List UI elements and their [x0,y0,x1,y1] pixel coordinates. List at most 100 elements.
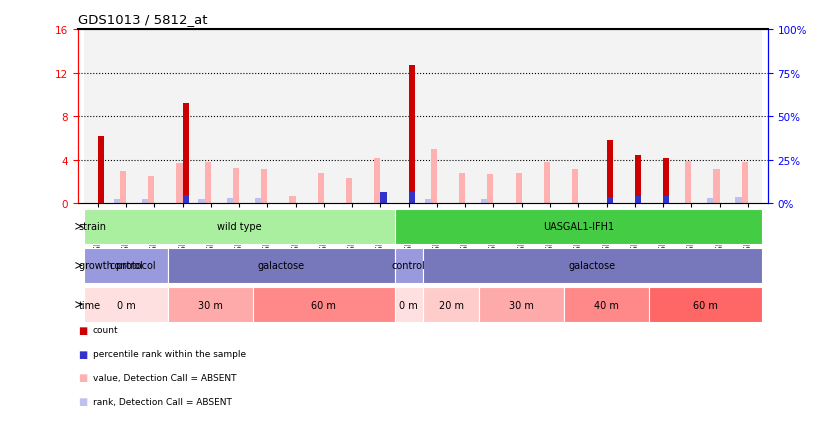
Text: ■: ■ [78,325,87,335]
Text: 0 m: 0 m [117,300,135,310]
Bar [479,287,564,322]
Bar [255,199,261,204]
Bar [197,30,225,204]
Text: percentile rank within the sample: percentile rank within the sample [93,349,246,358]
Bar [707,198,713,204]
Bar [395,209,762,244]
Text: galactose: galactose [258,261,305,271]
Bar [318,174,324,204]
Bar [685,161,691,204]
Bar [409,66,415,204]
Bar [713,169,719,204]
Text: time: time [79,300,101,310]
Bar [705,30,734,204]
Bar [366,30,395,204]
Bar [120,171,126,204]
Bar [140,30,168,204]
Text: ■: ■ [78,373,87,382]
Bar [479,30,507,204]
Bar [168,30,197,204]
Bar [564,287,649,322]
Bar [199,200,204,204]
Text: count: count [93,326,118,334]
Bar [409,193,415,204]
Bar [253,30,282,204]
Bar [607,141,612,204]
Text: value, Detection Call = ABSENT: value, Detection Call = ABSENT [93,373,236,382]
Bar [290,196,296,204]
Bar [423,30,451,204]
Bar [253,287,395,322]
Text: control: control [109,261,143,271]
Bar [481,200,487,204]
Text: control: control [392,261,425,271]
Text: 30 m: 30 m [509,300,534,310]
Text: wild type: wild type [217,222,261,232]
Bar [84,30,112,204]
Bar [395,287,423,322]
Bar [84,287,168,322]
Bar [423,248,762,283]
Bar [84,209,395,244]
Text: growth protocol: growth protocol [79,261,155,271]
Bar [423,287,479,322]
Text: UASGAL1-IFH1: UASGAL1-IFH1 [543,222,614,232]
Bar [112,30,140,204]
Bar [182,104,189,204]
Bar [374,158,380,204]
Bar [177,164,182,204]
Bar [424,200,431,204]
Text: 60 m: 60 m [693,300,718,310]
Bar [346,179,352,204]
Bar [395,248,423,283]
Bar [544,163,550,204]
Text: rank, Detection Call = ABSENT: rank, Detection Call = ABSENT [93,397,232,406]
Bar [233,168,239,204]
Bar [621,30,649,204]
Bar [451,30,479,204]
Bar [98,137,104,204]
Bar [649,287,762,322]
Text: 60 m: 60 m [311,300,337,310]
Bar [734,30,762,204]
Bar [663,158,669,204]
Bar [338,30,366,204]
Text: 30 m: 30 m [199,300,223,310]
Bar [459,174,466,204]
Text: ■: ■ [78,397,87,406]
Bar [182,196,189,204]
Bar [516,174,521,204]
Text: galactose: galactose [569,261,616,271]
Bar [225,30,253,204]
Bar [395,30,423,204]
Bar [431,150,437,204]
Bar [736,198,741,204]
Text: ■: ■ [78,349,87,358]
Bar [148,177,154,204]
Text: GDS1013 / 5812_at: GDS1013 / 5812_at [78,13,208,26]
Bar [593,30,621,204]
Bar [142,200,148,204]
Bar [635,197,641,204]
Bar [261,169,268,204]
Bar [741,163,748,204]
Bar [282,30,310,204]
Text: 20 m: 20 m [438,300,464,310]
Bar [168,248,395,283]
Bar [310,30,338,204]
Bar [564,30,593,204]
Text: strain: strain [79,222,107,232]
Bar [227,199,233,204]
Bar [635,155,641,204]
Bar [380,193,387,204]
Text: 40 m: 40 m [594,300,619,310]
Text: 0 m: 0 m [399,300,418,310]
Bar [607,197,612,204]
Bar [572,169,578,204]
Bar [507,30,536,204]
Bar [84,248,168,283]
Bar [649,30,677,204]
Bar [677,30,705,204]
Bar [204,163,211,204]
Bar [536,30,564,204]
